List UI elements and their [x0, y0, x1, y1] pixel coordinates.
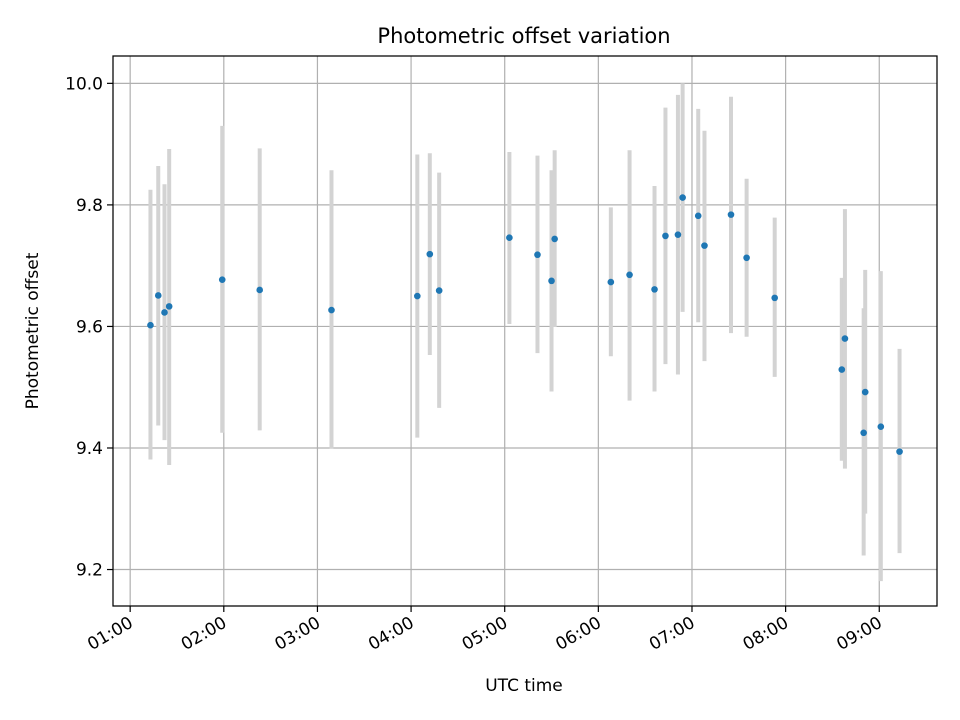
data-point	[506, 234, 513, 242]
y-axis-label: Photometric offset	[23, 252, 43, 409]
data-point	[218, 276, 226, 283]
data-point	[694, 212, 702, 220]
data-point	[256, 286, 263, 294]
data-point	[161, 309, 168, 316]
data-point	[877, 423, 885, 431]
plot-area-frame	[112, 55, 938, 607]
data-point	[674, 231, 682, 238]
data-point	[426, 250, 434, 258]
data-point	[607, 278, 615, 286]
data-point	[861, 388, 869, 396]
data-point	[328, 306, 335, 314]
data-points	[147, 194, 903, 455]
data-point	[435, 287, 443, 294]
data-point	[414, 292, 421, 300]
grid	[113, 56, 937, 606]
y-tick-label: 9.6	[76, 317, 103, 337]
y-tick-label: 9.8	[76, 196, 103, 216]
data-point	[771, 294, 778, 302]
data-point	[838, 366, 846, 373]
data-point	[626, 271, 633, 279]
data-point	[679, 194, 686, 201]
x-axis-label: UTC time	[485, 676, 563, 696]
data-point	[548, 277, 555, 285]
data-point	[860, 429, 867, 437]
data-point	[662, 232, 669, 240]
data-point	[165, 303, 173, 310]
data-point	[551, 235, 558, 243]
data-point	[147, 321, 154, 329]
data-point	[896, 448, 903, 455]
data-point	[651, 286, 658, 293]
chart-title: Photometric offset variation	[377, 24, 670, 48]
y-axis-ticks: 9.2 9.4 9.6 9.8 10.0	[65, 74, 113, 581]
data-point	[534, 251, 541, 259]
data-point	[154, 292, 162, 299]
data-point	[727, 211, 735, 218]
data-point	[743, 254, 750, 262]
y-tick-label: 9.2	[76, 561, 103, 581]
data-point	[841, 335, 849, 342]
y-tick-label: 10.0	[65, 74, 103, 94]
y-tick-label: 9.4	[76, 439, 103, 459]
data-point	[701, 242, 708, 249]
